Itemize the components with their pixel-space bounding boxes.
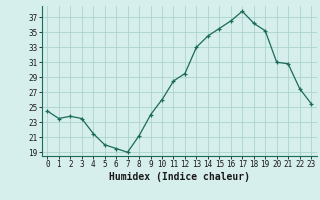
X-axis label: Humidex (Indice chaleur): Humidex (Indice chaleur) <box>109 172 250 182</box>
